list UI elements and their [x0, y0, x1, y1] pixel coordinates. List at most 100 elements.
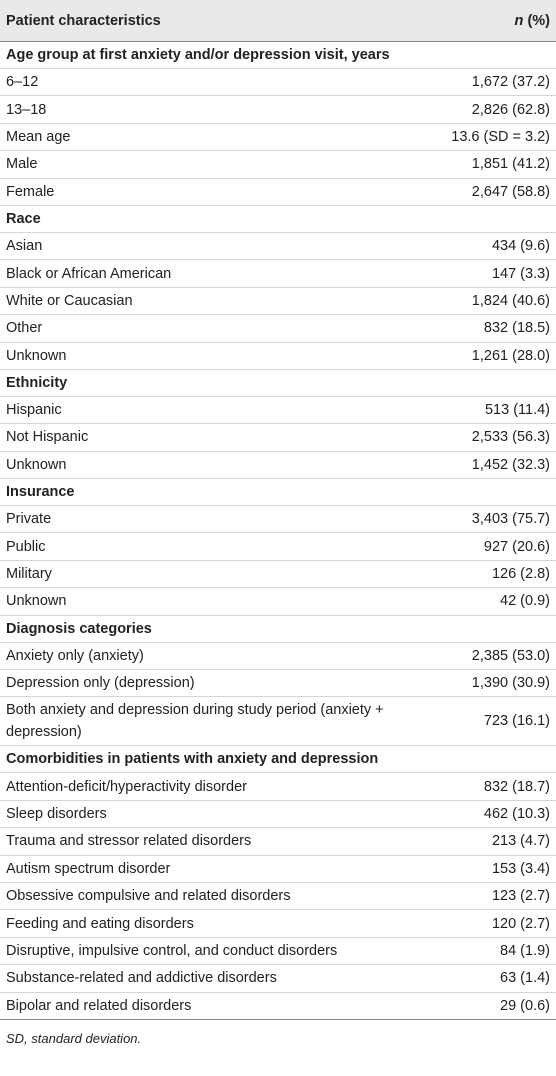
row-label: Black or African American — [0, 259, 406, 288]
row-value: 2,385 (53.0) — [406, 642, 556, 671]
row-value: 2,647 (58.8) — [406, 178, 556, 206]
data-row: Unknown 42 (0.9) — [0, 587, 556, 616]
data-row: Attention-deficit/hyperactivity disorder… — [0, 772, 556, 801]
row-label: Anxiety only (anxiety) — [0, 642, 406, 671]
row-label: Obsessive compulsive and related disorde… — [0, 882, 406, 911]
data-row: Both anxiety and depression during study… — [0, 696, 556, 747]
section-empty — [406, 615, 556, 643]
row-value: 832 (18.7) — [406, 772, 556, 801]
data-row: Depression only (depression) 1,390 (30.9) — [0, 669, 556, 698]
section-empty — [406, 205, 556, 233]
section-row: Comorbidities in patients with anxiety a… — [0, 745, 556, 774]
data-row: Autism spectrum disorder 153 (3.4) — [0, 855, 556, 883]
row-value: 63 (1.4) — [406, 964, 556, 993]
row-value: 153 (3.4) — [406, 855, 556, 883]
section-title: Comorbidities in patients with anxiety a… — [0, 745, 406, 774]
data-row: Public 927 (20.6) — [0, 532, 556, 561]
section-empty — [406, 369, 556, 397]
row-value: 1,261 (28.0) — [406, 342, 556, 370]
row-label: Substance-related and addictive disorder… — [0, 964, 406, 993]
row-value: 13.6 (SD = 3.2) — [406, 123, 556, 152]
row-value: 1,851 (41.2) — [406, 150, 556, 179]
row-label: Public — [0, 532, 406, 561]
row-value: 3,403 (75.7) — [406, 505, 556, 534]
row-value: 462 (10.3) — [406, 800, 556, 829]
row-value: 434 (9.6) — [406, 232, 556, 261]
row-label: Autism spectrum disorder — [0, 855, 406, 883]
row-value: 84 (1.9) — [406, 937, 556, 966]
data-row: Obsessive compulsive and related disorde… — [0, 882, 556, 911]
data-row: Male 1,851 (41.2) — [0, 150, 556, 179]
data-row: Feeding and eating disorders 120 (2.7) — [0, 909, 556, 938]
row-label: Unknown — [0, 451, 406, 480]
header-value: n (%) — [406, 0, 556, 42]
data-row: Unknown 1,452 (32.3) — [0, 451, 556, 480]
row-value: 147 (3.3) — [406, 259, 556, 288]
data-row: Substance-related and addictive disorder… — [0, 964, 556, 993]
data-row: Asian 434 (9.6) — [0, 232, 556, 261]
data-row: Unknown 1,261 (28.0) — [0, 342, 556, 370]
row-label: Both anxiety and depression during study… — [0, 696, 406, 747]
header-unit: (%) — [527, 12, 550, 29]
data-row: Other 832 (18.5) — [0, 314, 556, 343]
row-label: Unknown — [0, 587, 406, 616]
data-row: Hispanic 513 (11.4) — [0, 396, 556, 425]
data-row: Private 3,403 (75.7) — [0, 505, 556, 534]
row-value: 2,533 (56.3) — [406, 423, 556, 452]
row-label: Sleep disorders — [0, 800, 406, 829]
header-label: Patient characteristics — [0, 0, 406, 42]
row-value: 723 (16.1) — [406, 696, 556, 747]
row-value: 1,824 (40.6) — [406, 287, 556, 316]
data-row: Sleep disorders 462 (10.3) — [0, 800, 556, 829]
section-row: Insurance — [0, 478, 556, 507]
section-empty — [406, 41, 556, 69]
row-value: 120 (2.7) — [406, 909, 556, 938]
row-value: 927 (20.6) — [406, 532, 556, 561]
header-row: Patient characteristics n (%) — [0, 0, 556, 42]
section-row: Age group at first anxiety and/or depres… — [0, 41, 556, 69]
table-body: Age group at first anxiety and/or depres… — [0, 41, 556, 1020]
row-label: Unknown — [0, 342, 406, 370]
row-label: Military — [0, 560, 406, 589]
row-value: 123 (2.7) — [406, 882, 556, 911]
section-empty — [406, 745, 556, 774]
row-label: Bipolar and related disorders — [0, 992, 406, 1020]
data-row: Not Hispanic 2,533 (56.3) — [0, 423, 556, 452]
row-value: 1,452 (32.3) — [406, 451, 556, 480]
data-row: 13–18 2,826 (62.8) — [0, 95, 556, 124]
row-label: Mean age — [0, 123, 406, 152]
row-label: Feeding and eating disorders — [0, 909, 406, 938]
row-label: Asian — [0, 232, 406, 261]
row-label: Disruptive, impulsive control, and condu… — [0, 937, 406, 966]
row-label: Trauma and stressor related disorders — [0, 827, 406, 856]
characteristics-table: Patient characteristics n (%) Age group … — [0, 0, 556, 1020]
data-row: Trauma and stressor related disorders 213… — [0, 827, 556, 856]
row-value: 213 (4.7) — [406, 827, 556, 856]
section-title: Diagnosis categories — [0, 615, 406, 643]
section-title: Insurance — [0, 478, 406, 507]
row-value: 29 (0.6) — [406, 992, 556, 1020]
row-value: 2,826 (62.8) — [406, 95, 556, 124]
row-value: 1,390 (30.9) — [406, 669, 556, 698]
data-row: Female 2,647 (58.8) — [0, 178, 556, 206]
row-value: 832 (18.5) — [406, 314, 556, 343]
row-label: White or Caucasian — [0, 287, 406, 316]
header-n: n — [514, 12, 524, 29]
row-label: Attention-deficit/hyperactivity disorder — [0, 772, 406, 801]
row-label: Not Hispanic — [0, 423, 406, 452]
section-row: Race — [0, 205, 556, 233]
data-row: Bipolar and related disorders 29 (0.6) — [0, 992, 556, 1020]
section-empty — [406, 478, 556, 507]
row-label: Hispanic — [0, 396, 406, 425]
row-label: Depression only (depression) — [0, 669, 406, 698]
footnote: SD, standard deviation. — [6, 1030, 142, 1046]
row-value: 42 (0.9) — [406, 587, 556, 616]
row-value: 1,672 (37.2) — [406, 68, 556, 97]
data-row: 6–12 1,672 (37.2) — [0, 68, 556, 97]
data-row: Disruptive, impulsive control, and condu… — [0, 937, 556, 966]
row-label: 6–12 — [0, 68, 406, 97]
row-value: 126 (2.8) — [406, 560, 556, 589]
data-row: White or Caucasian 1,824 (40.6) — [0, 287, 556, 316]
section-title: Race — [0, 205, 406, 233]
